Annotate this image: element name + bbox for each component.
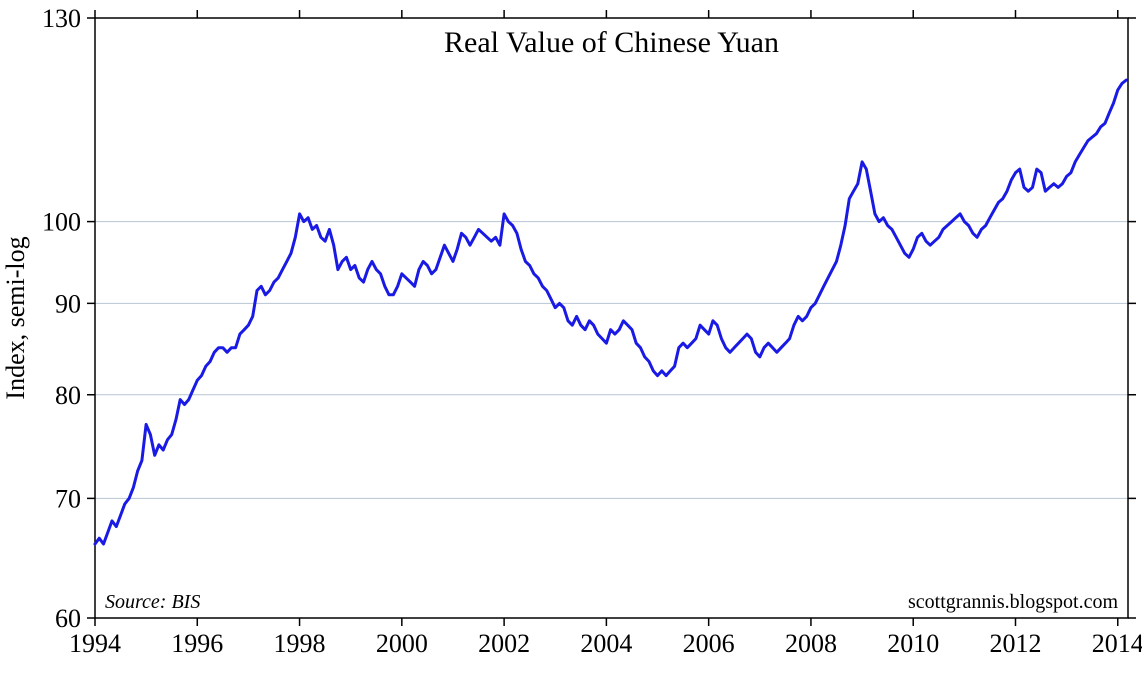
chart-container: 6070809010013019941996199820002002200420… — [0, 0, 1142, 676]
y-tick-label: 130 — [42, 4, 81, 33]
source-label: Source: BIS — [105, 591, 200, 613]
x-tick-label: 2000 — [376, 629, 428, 658]
x-tick-label: 2004 — [580, 629, 632, 658]
x-tick-label: 2006 — [683, 629, 735, 658]
x-tick-label: 2012 — [989, 629, 1041, 658]
chart-svg: 6070809010013019941996199820002002200420… — [0, 0, 1142, 676]
y-tick-label: 100 — [42, 208, 81, 237]
x-tick-label: 2008 — [785, 629, 837, 658]
x-tick-label: 1994 — [69, 629, 121, 658]
chart-title: Real Value of Chinese Yuan — [444, 26, 779, 59]
chart-background — [0, 0, 1142, 676]
y-tick-label: 90 — [55, 289, 81, 318]
credit-label: scottgrannis.blogspot.com — [908, 591, 1118, 613]
x-tick-label: 2010 — [887, 629, 939, 658]
x-tick-label: 1996 — [171, 629, 223, 658]
y-axis-label: Index, semi-log — [1, 236, 30, 399]
y-tick-label: 80 — [55, 381, 81, 410]
x-tick-label: 1998 — [274, 629, 326, 658]
x-tick-label: 2002 — [478, 629, 530, 658]
x-tick-label: 2014 — [1092, 629, 1142, 658]
y-tick-label: 70 — [55, 484, 81, 513]
